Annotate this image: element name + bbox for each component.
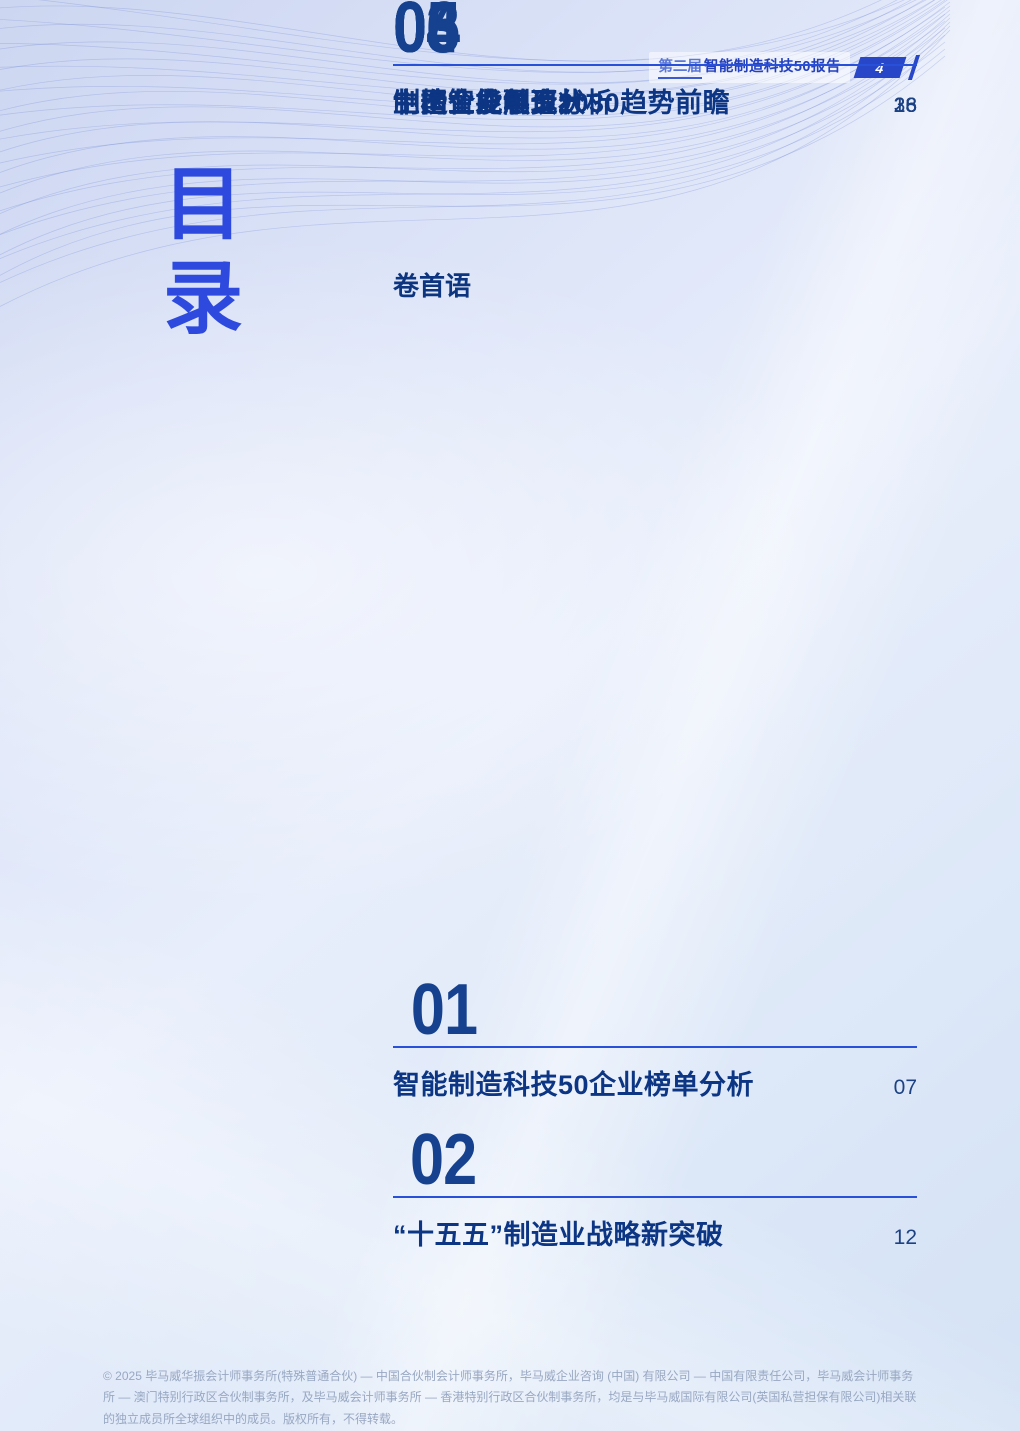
section-page-number: 07 — [893, 1076, 917, 1099]
foreword-label[interactable]: 卷首语 — [393, 271, 472, 301]
section-title: 智能制造科技50企业榜单分析 — [393, 1070, 755, 1100]
section-title: 制造业投融资分析 — [393, 88, 613, 118]
section-divider — [393, 1196, 917, 1198]
section-number: 05 — [393, 0, 460, 68]
toc-title: 目 录 — [163, 158, 243, 347]
section-divider — [393, 1046, 917, 1048]
section-title: 上榜企业单页 — [393, 88, 558, 118]
toc-entry[interactable]: 02 “十五五”制造业战略新突破 12 — [393, 1120, 917, 1252]
section-page-number: 28 — [893, 94, 917, 117]
section-title: 制造业发展现状 — [393, 88, 586, 118]
toc-title-char-2: 录 — [163, 254, 243, 344]
toc-title-char-1: 目 — [163, 160, 243, 249]
section-title: “十五五”制造业战略新突破 — [393, 1220, 724, 1250]
toc-entry[interactable]: 01 智能制造科技50企业榜单分析 07 — [393, 970, 917, 1102]
page-header: 第二届 智能制造科技50报告 4 — [649, 52, 921, 83]
report-title-pill: 第二届 智能制造科技50报告 — [649, 52, 850, 83]
section-number: 02 — [410, 1120, 477, 1200]
section-number: 06 — [393, 0, 460, 68]
report-title-label: 智能制造科技50报告 — [703, 59, 841, 75]
section-page-number: 12 — [893, 1226, 917, 1249]
section-divider — [393, 64, 917, 66]
section-title: 中国智能制造2030趋势前瞻 — [393, 88, 731, 118]
section-number: 04 — [393, 0, 460, 68]
section-page-number: 23 — [893, 94, 917, 117]
report-edition-label: 第二届 — [658, 55, 702, 79]
section-page-number: 16 — [893, 94, 917, 117]
section-number: 01 — [410, 970, 478, 1050]
copyright-footer: © 2025 毕马威华振会计师事务所(特殊普通合伙) — 中国合伙制会计师事务所… — [103, 1369, 917, 1426]
section-number: 03 — [393, 0, 460, 68]
toc-entry[interactable]: 06 上榜企业单页 36 — [393, 0, 917, 120]
toc-entry[interactable]: 03 制造业发展现状 16 — [393, 0, 917, 120]
section-page-number: 36 — [893, 94, 917, 117]
